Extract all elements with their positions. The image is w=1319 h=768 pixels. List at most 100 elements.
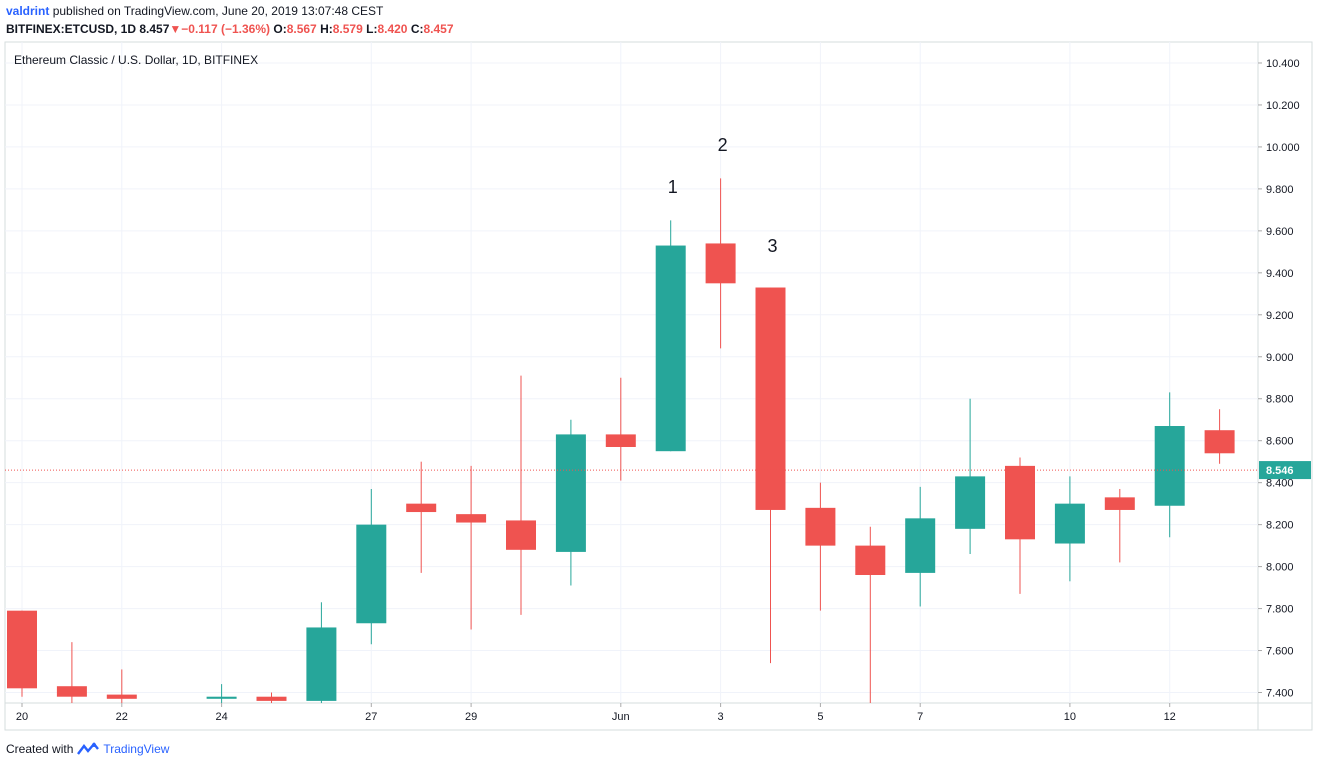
candle[interactable] <box>206 684 237 703</box>
annotation-label: 2 <box>718 135 728 155</box>
candle-body <box>106 694 137 699</box>
candle[interactable] <box>555 419 586 586</box>
candle[interactable] <box>655 220 686 452</box>
ohlc-line: BITFINEX:ETCUSD, 1D 8.457▼−0.117 (−1.36%… <box>6 22 454 36</box>
candle-body <box>805 507 836 546</box>
price-change: −0.117 (−1.36%) <box>181 22 271 36</box>
candle-body <box>705 243 736 284</box>
y-tick-label: 9.600 <box>1266 226 1294 238</box>
close-value: 8.457 <box>423 22 454 36</box>
candle[interactable] <box>456 465 487 630</box>
x-tick-label: 3 <box>718 711 724 723</box>
author-link[interactable]: valdrint <box>6 4 50 18</box>
high-label: H: <box>320 22 333 36</box>
candle-body <box>506 520 536 550</box>
high-value: 8.579 <box>332 22 363 36</box>
x-tick-label: 12 <box>1164 711 1176 723</box>
y-tick-label: 8.800 <box>1266 394 1294 406</box>
candle[interactable] <box>256 692 287 703</box>
candle-body <box>1054 503 1085 544</box>
candle-body <box>406 503 437 513</box>
candle-body <box>306 627 337 701</box>
y-tick-label: 9.800 <box>1266 184 1294 196</box>
y-tick-label: 9.000 <box>1266 352 1294 364</box>
candle-body <box>905 518 936 573</box>
chart-frame <box>4 41 1313 731</box>
x-tick-label: 29 <box>465 711 477 723</box>
candle-body <box>1104 497 1135 510</box>
candle[interactable] <box>306 602 337 703</box>
y-tick-label: 7.400 <box>1266 688 1294 700</box>
annotation-label: 1 <box>668 177 678 197</box>
down-arrow-icon: ▼ <box>169 22 182 36</box>
candlestick-chart[interactable]: 7.400 7.600 7.800 8.000 8.200 8.400 8.600 8.800… <box>0 0 1319 740</box>
publish-line: valdrint published on TradingView.com, J… <box>6 4 383 18</box>
candle-body <box>56 686 87 697</box>
y-tick-label: 10.000 <box>1266 142 1300 154</box>
annotation-label: 3 <box>767 236 777 256</box>
candle[interactable] <box>1054 476 1085 582</box>
candle[interactable] <box>905 486 936 607</box>
candle[interactable] <box>56 642 87 703</box>
created-with-text: Created with <box>6 742 74 756</box>
candle-body <box>1204 430 1235 454</box>
candle[interactable] <box>1154 392 1185 538</box>
y-tick-label: 8.400 <box>1266 478 1294 490</box>
candle[interactable] <box>955 398 986 555</box>
y-tick-label: 9.400 <box>1266 268 1294 280</box>
y-tick-label: 8.000 <box>1266 562 1294 574</box>
current-price-tag <box>1259 461 1311 480</box>
x-tick-label: Jun <box>612 711 630 723</box>
chart-title: Ethereum Classic / U.S. Dollar, 1D, BITF… <box>14 53 258 67</box>
published-text: published on TradingView.com, June 20, 2… <box>52 4 384 18</box>
x-tick-label: 22 <box>116 711 128 723</box>
tradingview-brand[interactable]: TradingView <box>103 742 170 756</box>
x-tick-label: 27 <box>365 711 377 723</box>
candle[interactable] <box>1005 457 1035 594</box>
candle-body <box>755 287 786 510</box>
candle[interactable] <box>605 377 636 481</box>
y-tick-label: 8.600 <box>1266 436 1294 448</box>
candle[interactable] <box>705 178 736 349</box>
x-tick-label: 20 <box>16 711 28 723</box>
candle[interactable] <box>7 610 37 697</box>
y-tick-label: 8.200 <box>1266 520 1294 532</box>
last-price: 8.457 <box>139 22 170 36</box>
close-label: C: <box>410 22 424 36</box>
candle[interactable] <box>356 488 387 645</box>
x-tick-label: 5 <box>817 711 823 723</box>
y-tick-label: 9.200 <box>1266 310 1294 322</box>
candle[interactable] <box>106 669 137 703</box>
candle[interactable] <box>506 375 536 615</box>
footer: Created with TradingView <box>6 742 169 756</box>
candle[interactable] <box>1104 488 1135 563</box>
candle-body <box>605 434 636 447</box>
candle[interactable] <box>755 287 786 664</box>
candle[interactable] <box>855 526 886 703</box>
candle-body <box>655 245 686 452</box>
low-label: L: <box>366 22 378 36</box>
candle-body <box>955 476 986 529</box>
x-tick-label: 24 <box>215 711 227 723</box>
current-price-label: 8.546 <box>1266 465 1294 477</box>
candle-body <box>256 696 287 701</box>
y-tick-label: 7.600 <box>1266 646 1294 658</box>
y-tick-label: 10.400 <box>1266 58 1300 70</box>
tradingview-logo-icon <box>77 742 100 755</box>
candle[interactable] <box>1204 409 1235 464</box>
candle-body <box>855 545 886 575</box>
y-tick-label: 10.200 <box>1266 100 1300 112</box>
candle-body <box>555 434 586 552</box>
candle-body <box>1005 465 1035 540</box>
symbol-label: BITFINEX:ETCUSD, 1D <box>6 22 137 36</box>
candles-group <box>7 178 1235 703</box>
x-tick-label: 10 <box>1064 711 1076 723</box>
candle[interactable] <box>805 482 836 611</box>
open-label: O: <box>273 22 287 36</box>
candle-body <box>206 696 237 699</box>
x-tick-label: 7 <box>917 711 923 723</box>
candle[interactable] <box>406 461 437 573</box>
open-value: 8.567 <box>286 22 317 36</box>
candle-body <box>7 610 37 689</box>
y-tick-label: 7.800 <box>1266 604 1294 616</box>
